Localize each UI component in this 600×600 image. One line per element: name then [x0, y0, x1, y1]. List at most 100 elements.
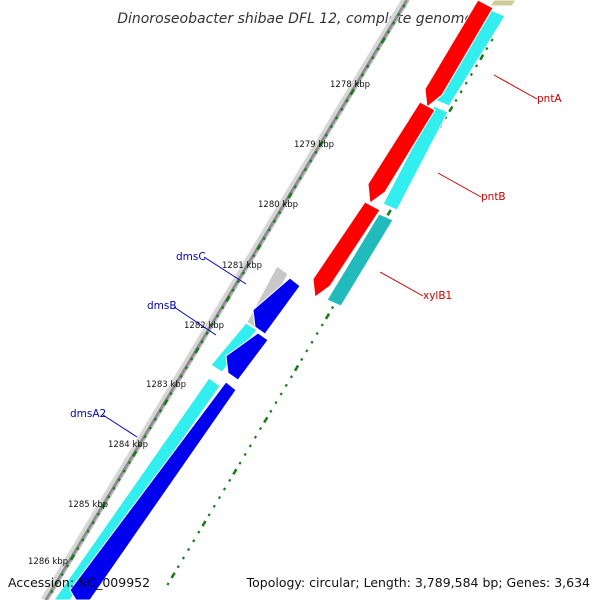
tick-mark-outer	[221, 305, 225, 310]
tick-mark-inner	[464, 81, 468, 85]
tick-mark-outer	[318, 140, 324, 148]
tick-mark-outer	[91, 521, 95, 525]
tick-mark-outer	[127, 460, 132, 465]
tick-mark-inner	[269, 409, 273, 413]
tick-mark-inner	[448, 105, 454, 113]
tick-mark-inner	[300, 357, 304, 362]
tick-mark-inner	[166, 582, 170, 586]
tick-mark-outer	[283, 202, 287, 206]
kbp-label: 1283 kbp	[146, 380, 186, 390]
genome-title: Dinoroseobacter shibae DFL 12, complete …	[117, 11, 473, 27]
tick-mark-outer	[256, 243, 262, 251]
tick-mark-inner	[263, 416, 269, 424]
tick-mark-inner	[474, 64, 479, 68]
tick-mark-inner	[469, 72, 474, 77]
tick-mark-outer	[267, 228, 271, 232]
tick-mark-inner	[324, 313, 331, 320]
tick-mark-inner	[170, 572, 176, 579]
tick-mark-outer	[194, 347, 200, 354]
tick-mark-outer	[169, 391, 173, 396]
kbp-label: 1280 kbp	[258, 200, 298, 210]
kbp-label: 1281 kbp	[222, 261, 262, 271]
tick-mark-inner	[248, 444, 252, 448]
tick-mark-inner	[207, 513, 211, 517]
tick-mark-inner	[305, 349, 309, 353]
tick-mark-outer	[158, 409, 163, 413]
orf-block	[53, 377, 221, 600]
tick-mark-inner	[479, 54, 485, 61]
tick-mark-inner	[258, 426, 263, 431]
tick-mark-outer	[117, 478, 121, 482]
gene-dmsA2-arrow	[69, 381, 237, 600]
tick-mark-inner	[228, 478, 232, 482]
tick-mark-outer	[81, 538, 85, 542]
gene-dmsB-label: dmsB	[147, 300, 177, 312]
tick-mark-outer	[304, 168, 308, 172]
kbp-label: 1285 kbp	[68, 500, 108, 510]
tick-mark-outer	[386, 30, 391, 34]
tick-mark-inner	[176, 565, 180, 569]
tick-mark-inner	[232, 468, 238, 475]
tick-mark-outer	[314, 150, 318, 155]
tick-mark-outer	[340, 107, 344, 111]
tick-mark-outer	[210, 323, 214, 327]
tick-mark-outer	[324, 133, 328, 137]
gene-dmsC-label: dmsC	[176, 251, 206, 263]
tick-mark-outer	[262, 236, 266, 241]
tick-mark-outer	[179, 374, 183, 378]
reverse-gene-labels: dmsC dmsB dmsA2	[70, 251, 247, 438]
tick-mark-outer	[86, 529, 90, 533]
gene-dmsB-leader	[173, 306, 217, 336]
kbp-label: 1282 kbp	[184, 321, 224, 331]
tick-mark-outer	[107, 495, 111, 499]
tick-mark-outer	[345, 99, 349, 103]
gene-pntB-leader	[437, 172, 482, 198]
gene-pntA-arrow	[424, 0, 494, 108]
tick-mark-outer	[138, 443, 142, 447]
tick-mark-outer	[55, 581, 59, 585]
gene-dmsA2-leader	[102, 414, 138, 438]
tick-mark-outer	[76, 546, 80, 551]
tick-mark-outer	[329, 124, 334, 129]
tick-mark-outer	[143, 435, 147, 439]
gene-dmsC-leader	[203, 256, 247, 285]
tick-mark-outer	[112, 486, 116, 490]
tick-mark-inner	[320, 323, 324, 327]
genome-summary-text: Topology: circular; Length: 3,789,584 bp…	[246, 575, 590, 590]
tick-mark-outer	[65, 564, 69, 568]
gene-pntA-label: pntA	[537, 93, 562, 105]
kbp-labels: 1278 kbp 1279 kbp 1280 kbp 1281 kbp 1282…	[28, 80, 370, 567]
gene-pntB-arrow	[367, 101, 436, 204]
tick-mark-outer	[309, 159, 313, 163]
tick-mark-outer	[252, 254, 256, 258]
tick-mark-outer	[278, 211, 282, 215]
tick-mark-outer	[190, 357, 194, 361]
tick-mark-outer	[287, 192, 293, 199]
tick-mark-outer	[360, 73, 365, 77]
orf-block	[326, 213, 394, 307]
tick-mark-outer	[298, 176, 303, 180]
feature-block	[489, 0, 517, 7]
forward-strand-features	[312, 0, 517, 307]
tick-mark-inner	[485, 47, 489, 51]
orf-block	[382, 105, 449, 211]
kbp-label: 1286 kbp	[28, 557, 68, 567]
tick-mark-outer	[163, 398, 169, 406]
tick-mark-outer	[293, 185, 297, 189]
tick-mark-inner	[490, 38, 494, 42]
kbp-label: 1278 kbp	[330, 80, 370, 90]
tick-mark-outer	[200, 340, 204, 344]
tick-mark-inner	[212, 504, 216, 508]
tick-mark-outer	[376, 47, 380, 51]
tick-mark-outer	[335, 116, 339, 120]
gene-xylB1-arrow	[312, 201, 381, 298]
tick-mark-inner	[253, 435, 258, 439]
tick-ring-outer	[50, 4, 406, 594]
tick-mark-inner	[181, 556, 186, 560]
tick-mark-inner	[279, 392, 283, 396]
tick-mark-inner	[186, 547, 191, 552]
tick-mark-outer	[96, 512, 101, 516]
tick-mark-outer	[215, 314, 220, 318]
forward-gene-labels: pntA pntB xylB1	[379, 74, 562, 302]
